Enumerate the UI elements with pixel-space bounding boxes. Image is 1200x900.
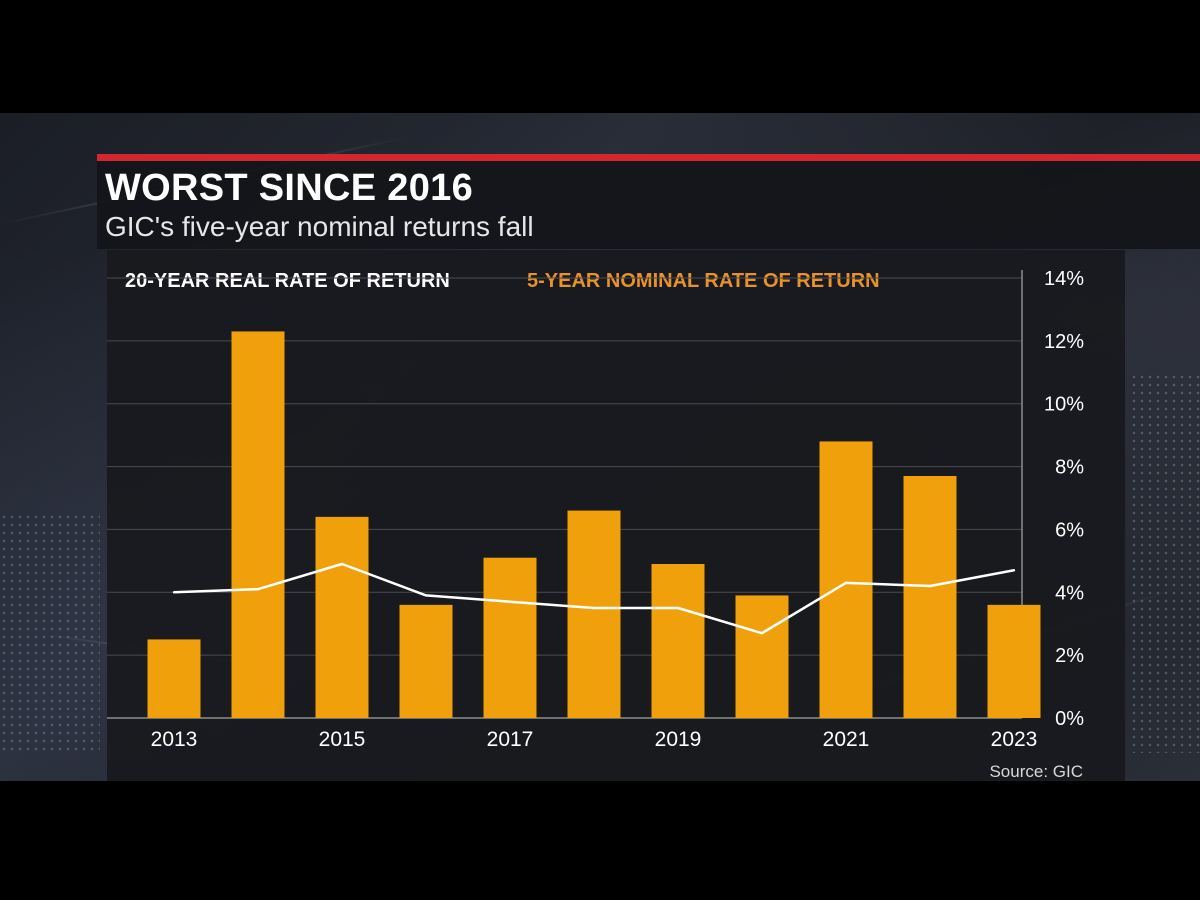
x-tick-label: 2017 bbox=[487, 728, 534, 751]
bar bbox=[651, 564, 705, 718]
line-point bbox=[256, 587, 260, 591]
line-point bbox=[928, 584, 932, 588]
line-point bbox=[760, 631, 764, 635]
y-tick-label: 6% bbox=[1055, 519, 1084, 541]
x-tick-label: 2023 bbox=[991, 728, 1038, 751]
y-tick-label: 10% bbox=[1044, 394, 1084, 416]
line-point bbox=[676, 606, 680, 610]
chart-panel: 20-YEAR REAL RATE OF RETURN 5-YEAR NOMIN… bbox=[107, 250, 1125, 781]
legend-bar-label: 5-YEAR NOMINAL RATE OF RETURN bbox=[527, 270, 880, 292]
x-tick-label: 2019 bbox=[655, 728, 702, 751]
legend-line-label: 20-YEAR REAL RATE OF RETURN bbox=[125, 270, 450, 292]
line-point bbox=[844, 581, 848, 585]
bar bbox=[399, 604, 453, 718]
line-point bbox=[592, 606, 596, 610]
bar bbox=[987, 604, 1041, 718]
bar bbox=[819, 441, 873, 718]
chart-title: WORST SINCE 2016 bbox=[105, 167, 474, 209]
background-dot-grid bbox=[0, 513, 100, 753]
source-note: Source: GIC bbox=[989, 762, 1083, 781]
line-point bbox=[1012, 569, 1016, 572]
y-tick-label: 0% bbox=[1055, 708, 1084, 730]
y-tick-label: 2% bbox=[1055, 645, 1084, 667]
broadcast-graphic: WORST SINCE 2016 GIC's five-year nominal… bbox=[0, 113, 1200, 781]
bar bbox=[903, 476, 957, 718]
header-accent-bar bbox=[97, 154, 1200, 161]
bar bbox=[231, 331, 285, 718]
x-tick-label: 2015 bbox=[319, 728, 366, 751]
chart-plot: 0% 2% 4% 6% 8% 10% 12% 14% 2013 2015 2017 2019 2021 2… bbox=[107, 268, 1084, 751]
background-dot-grid bbox=[1130, 373, 1200, 753]
bar bbox=[735, 595, 789, 718]
chart-subtitle: GIC's five-year nominal returns fall bbox=[105, 211, 534, 242]
bar bbox=[315, 516, 369, 718]
line-point bbox=[508, 600, 512, 603]
bar bbox=[483, 557, 537, 718]
x-tick-label: 2021 bbox=[823, 728, 870, 751]
bar bbox=[147, 639, 201, 718]
line-point bbox=[340, 562, 344, 566]
line-point bbox=[172, 591, 176, 594]
y-tick-label: 4% bbox=[1055, 582, 1084, 604]
line-point bbox=[424, 594, 428, 597]
y-tick-label: 12% bbox=[1044, 331, 1084, 353]
x-tick-label: 2013 bbox=[151, 728, 198, 751]
bar bbox=[567, 510, 621, 718]
y-tick-label: 8% bbox=[1055, 457, 1084, 479]
header-panel: WORST SINCE 2016 GIC's five-year nominal… bbox=[97, 161, 1200, 249]
y-tick-label: 14% bbox=[1044, 268, 1084, 290]
